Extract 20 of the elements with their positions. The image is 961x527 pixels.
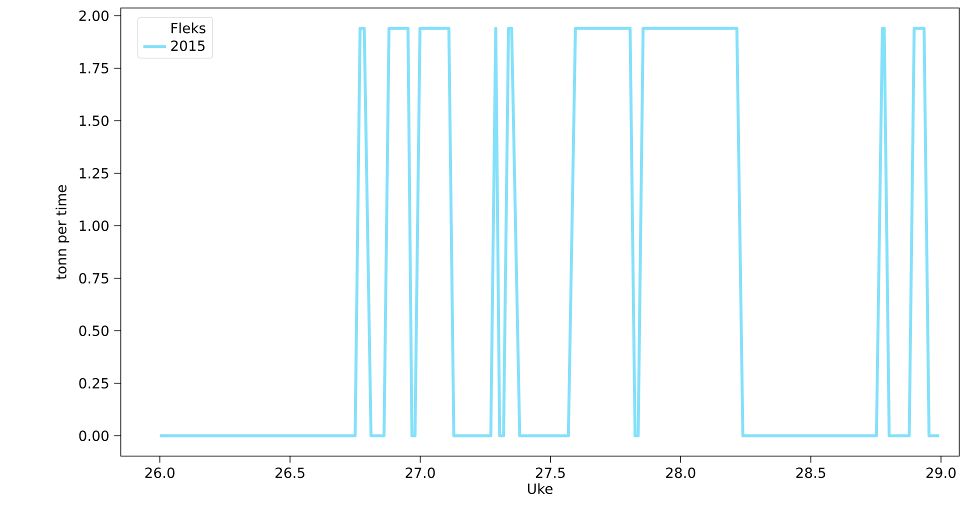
y-tick-label: 2.00 [79,10,108,22]
x-axis-title: Uke [528,483,552,494]
y-tick-label: 0.75 [79,272,108,284]
x-tick-label: 26.0 [145,468,174,478]
y-tick-label: 1.50 [80,115,108,126]
legend-label: 2015 [171,40,205,52]
y-tick-label: 0.25 [79,378,108,389]
y-tick-label: 0.50 [79,325,108,336]
x-tick-label: 29.0 [926,468,956,478]
y-tick-label: 1.00 [80,220,108,232]
x-tick-label: 27.0 [406,468,435,478]
x-tick-label: 28.5 [796,468,826,478]
legend-title: Fleks [172,22,206,34]
x-tick-label: 26.5 [276,468,304,478]
y-tick-label: 1.75 [80,63,108,74]
x-tick-label: 28.0 [666,468,696,478]
y-axis-title: tonn per time [56,185,70,280]
y-tick-label: 0.00 [79,430,108,442]
x-tick-label: 27.5 [536,468,565,478]
y-tick-label: 1.25 [80,168,108,179]
